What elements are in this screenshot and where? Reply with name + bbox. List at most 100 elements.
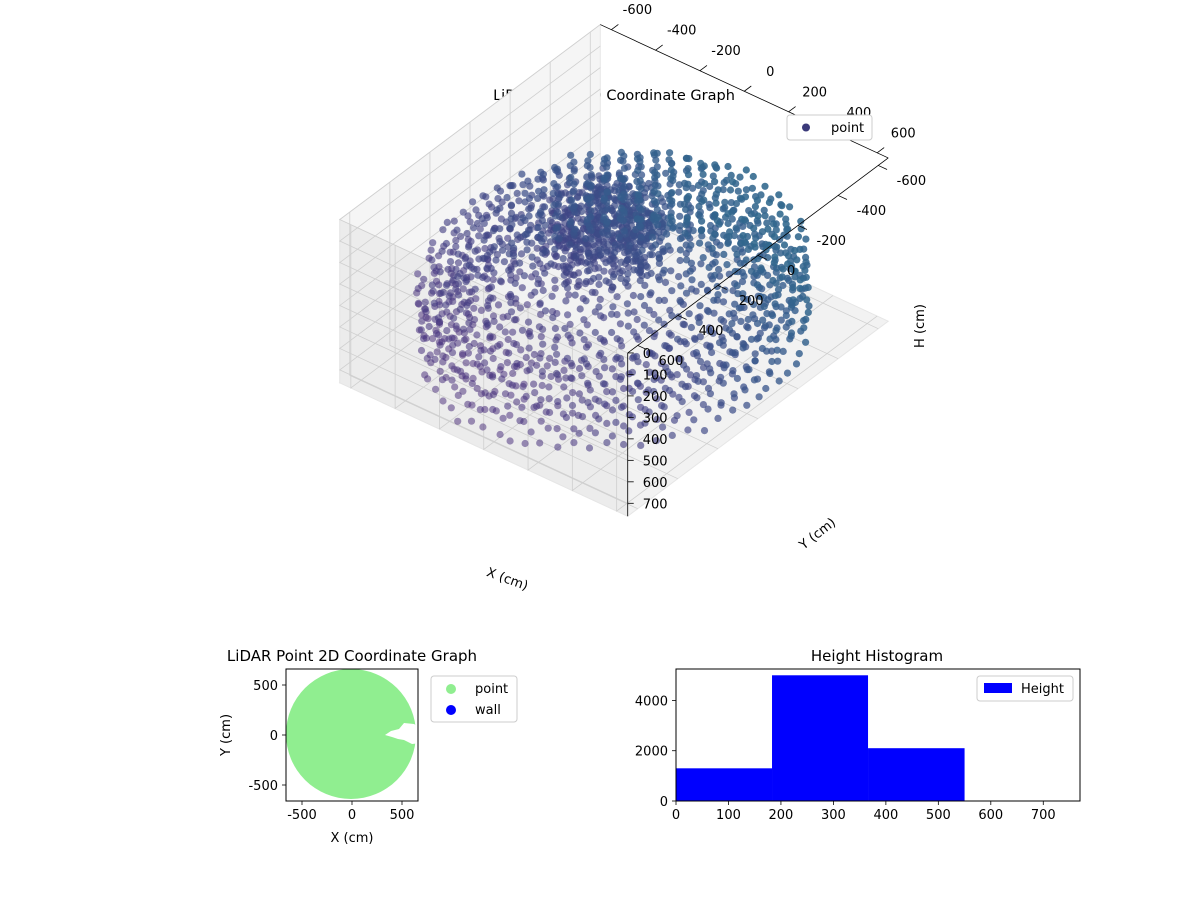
point-3d xyxy=(766,369,774,378)
point-3d xyxy=(803,296,811,304)
point-3d xyxy=(546,238,555,246)
point-3d xyxy=(771,253,779,261)
y-tick-label-3d: -400 xyxy=(857,204,887,219)
point-3d xyxy=(618,243,626,251)
point-3d xyxy=(655,276,664,284)
point-3d xyxy=(743,401,751,409)
point-3d xyxy=(567,151,575,159)
point-3d xyxy=(603,419,611,427)
point-3d xyxy=(436,341,444,349)
point-3d xyxy=(584,179,592,187)
point-3d xyxy=(485,200,493,208)
point-3d xyxy=(454,272,462,281)
legend-3d-marker xyxy=(802,123,810,132)
point-3d xyxy=(578,413,587,421)
point-3d xyxy=(497,363,505,371)
point-3d xyxy=(429,335,437,343)
point-3d xyxy=(664,368,672,376)
point-3d xyxy=(617,174,625,182)
point-3d xyxy=(684,165,692,173)
point-3d xyxy=(750,240,758,248)
point-3d xyxy=(436,367,444,375)
point-3d xyxy=(679,320,687,328)
point-3d xyxy=(683,214,691,222)
point-3d xyxy=(713,217,722,225)
x-tick-3d xyxy=(788,106,796,113)
point-3d xyxy=(435,281,443,289)
point-3d xyxy=(454,259,463,267)
point-3d xyxy=(513,398,521,406)
point-3d xyxy=(552,336,560,344)
point-3d xyxy=(722,361,730,369)
point-3d xyxy=(757,191,765,199)
point-3d xyxy=(593,190,601,198)
point-3d xyxy=(620,384,628,393)
point-3d xyxy=(538,216,547,224)
point-3d xyxy=(523,246,531,254)
point-3d xyxy=(608,432,617,440)
point-3d xyxy=(552,253,560,261)
point-3d xyxy=(417,326,425,334)
point-3d xyxy=(733,374,742,383)
point-3d xyxy=(577,219,585,227)
chart-2d-plot-area xyxy=(286,669,418,799)
point-3d xyxy=(766,335,774,343)
point-3d xyxy=(536,210,544,218)
point-3d xyxy=(560,366,568,374)
point-3d xyxy=(467,273,475,281)
point-3d xyxy=(471,285,479,293)
point-3d xyxy=(467,237,475,245)
point-3d xyxy=(673,371,681,379)
point-3d xyxy=(489,390,498,399)
point-3d xyxy=(501,328,509,336)
point-3d xyxy=(444,265,452,273)
point-3d xyxy=(650,187,658,195)
point-3d xyxy=(465,243,473,251)
point-3d xyxy=(518,170,526,178)
point-3d xyxy=(698,197,706,205)
point-3d xyxy=(795,350,803,358)
point-3d xyxy=(625,241,633,250)
point-3d xyxy=(559,262,567,270)
point-3d xyxy=(617,258,625,266)
point-3d xyxy=(534,175,542,183)
point-3d xyxy=(576,305,584,313)
point-3d xyxy=(685,408,693,416)
point-3d xyxy=(429,239,437,247)
point-3d xyxy=(467,417,476,425)
y-axis-label-2d: Y (cm) xyxy=(219,714,234,757)
point-3d xyxy=(489,276,497,284)
point-3d xyxy=(789,296,797,304)
point-3d xyxy=(787,329,796,337)
point-3d xyxy=(724,239,732,247)
point-3d xyxy=(697,260,705,268)
point-3d xyxy=(692,349,701,357)
point-3d xyxy=(647,289,655,297)
point-3d xyxy=(586,424,594,432)
point-3d xyxy=(499,246,507,254)
point-3d xyxy=(636,222,644,230)
point-3d xyxy=(590,248,599,257)
point-3d xyxy=(650,197,658,205)
point-3d xyxy=(446,248,454,256)
point-3d xyxy=(625,247,633,255)
point-3d xyxy=(603,205,612,213)
point-3d xyxy=(414,270,422,278)
point-3d xyxy=(572,243,580,251)
point-3d xyxy=(742,166,750,174)
point-3d xyxy=(779,347,787,355)
point-3d xyxy=(525,344,533,352)
y-tick-label-3d: -600 xyxy=(897,174,927,189)
point-3d xyxy=(568,401,577,410)
point-3d xyxy=(567,374,575,382)
point-3d xyxy=(496,323,504,331)
point-3d xyxy=(489,227,498,235)
point-3d xyxy=(660,296,669,304)
point-3d xyxy=(666,149,674,157)
point-3d xyxy=(470,304,478,312)
point-3d xyxy=(539,286,547,295)
point-3d xyxy=(750,224,758,232)
point-3d xyxy=(764,254,772,262)
histogram-bars xyxy=(676,675,965,801)
